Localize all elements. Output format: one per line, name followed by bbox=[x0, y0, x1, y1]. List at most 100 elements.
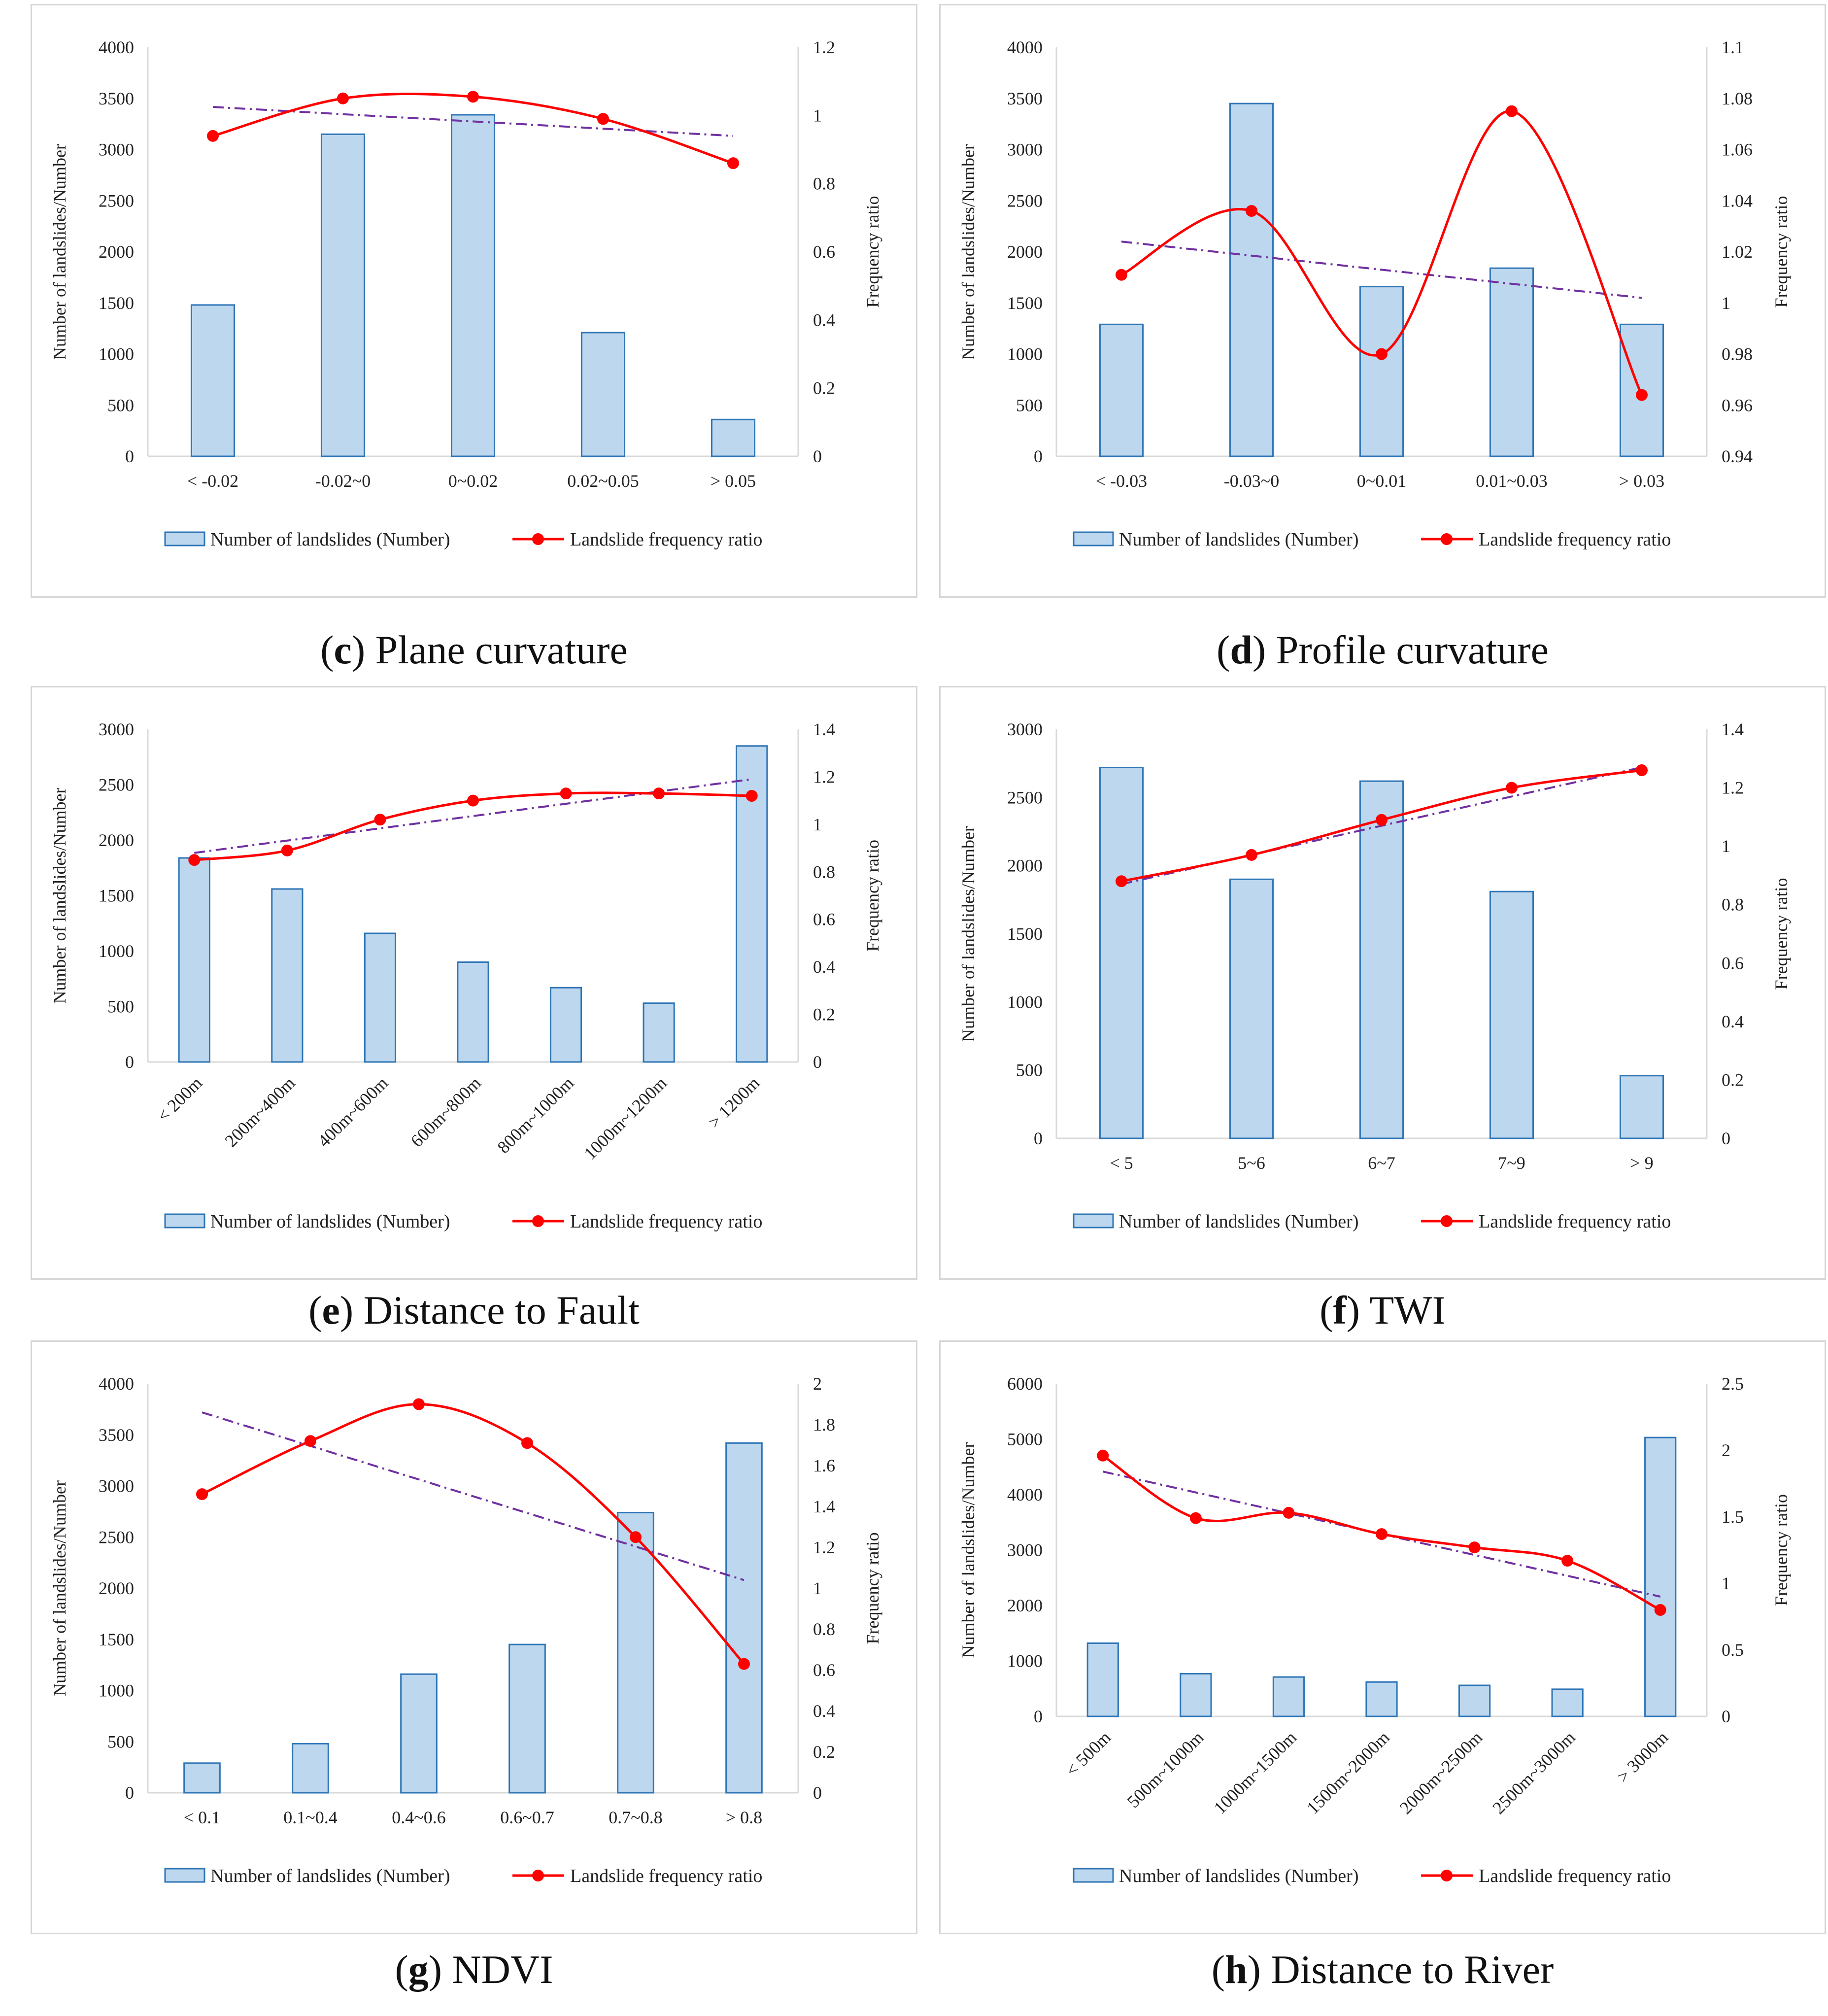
x-tick-label: 200m~400m bbox=[221, 1073, 299, 1151]
y-tick-label: 1000 bbox=[1007, 1651, 1043, 1671]
x-tick-label: 0.4~0.6 bbox=[392, 1808, 445, 1827]
bar bbox=[1551, 1688, 1584, 1717]
ratio-point bbox=[560, 787, 572, 800]
x-tick-label: 0~0.01 bbox=[1357, 471, 1406, 491]
y2-tick-label: 1.2 bbox=[813, 37, 835, 57]
y-tick-label: 4000 bbox=[1007, 1485, 1043, 1504]
y2-tick-label: 0.5 bbox=[1722, 1640, 1744, 1660]
x-tick-label: > 0.03 bbox=[1619, 471, 1664, 491]
ratio-point bbox=[738, 1658, 750, 1670]
y2-tick-label: 0.6 bbox=[813, 910, 835, 929]
chart-panel-g: 0 500 1000 1500 2000 2500 3000 3500 4000 0 0.2 0.4 0… bbox=[31, 1340, 917, 1934]
ratio-point bbox=[597, 113, 609, 125]
y-tick-label: 3000 bbox=[1007, 1540, 1043, 1560]
ratio-point bbox=[374, 814, 386, 826]
x-tick-label: < 0.1 bbox=[184, 1808, 220, 1827]
y-tick-label: 5000 bbox=[1007, 1430, 1043, 1449]
y-tick-label: 500 bbox=[1016, 395, 1043, 415]
chart-panel-e: 0 500 1000 1500 2000 2500 3000 0 0.2 0.4 0.6 0.8 1 1.… bbox=[31, 686, 917, 1280]
x-tick-label: 400m~600m bbox=[314, 1073, 392, 1151]
ratio-point bbox=[745, 790, 758, 802]
y2-tick-label: 0.8 bbox=[813, 1619, 835, 1639]
ratio-point bbox=[1468, 1541, 1481, 1554]
y2-tick-label: 0 bbox=[813, 1052, 822, 1072]
y-tick-label: 3000 bbox=[1007, 719, 1043, 739]
x-tick-label: 0.1~0.4 bbox=[283, 1808, 337, 1827]
y2-tick-label: 1.06 bbox=[1722, 140, 1753, 160]
ratio-point bbox=[1376, 1528, 1388, 1540]
ratio-point bbox=[653, 787, 665, 800]
legend-line-label: Landslide frequency ratio bbox=[570, 1211, 762, 1232]
legend-bar-label: Number of landslides (Number) bbox=[1119, 529, 1359, 550]
ratio-point bbox=[337, 92, 349, 104]
y2-tick-label: 0.8 bbox=[813, 862, 835, 882]
bar bbox=[1489, 267, 1534, 457]
x-tick-label: < 500m bbox=[1062, 1727, 1115, 1780]
bar bbox=[400, 1673, 438, 1794]
y-tick-label: 2000 bbox=[1007, 242, 1043, 262]
y2-tick-label: 1.8 bbox=[813, 1415, 835, 1435]
ratio-point bbox=[1246, 849, 1257, 861]
x-tick-label: 5~6 bbox=[1238, 1153, 1265, 1173]
caption-f: (f) TWI bbox=[1320, 1288, 1446, 1333]
y2-tick-label: 0.2 bbox=[813, 1005, 835, 1025]
y-tick-label: 6000 bbox=[1007, 1374, 1043, 1394]
y-tick-label: 0 bbox=[125, 446, 134, 466]
y2-tick-label: 1.2 bbox=[1722, 778, 1744, 798]
y2-tick-label: 0.2 bbox=[813, 378, 835, 398]
y2-tick-label: 1 bbox=[1722, 293, 1730, 313]
ratio-line bbox=[201, 1402, 745, 1665]
y-tick-label: 3000 bbox=[99, 140, 134, 160]
chart-svg-e: 0 500 1000 1500 2000 2500 3000 0 0.2 0.4 0.6 0.8 1 1.… bbox=[50, 719, 882, 1232]
caption-c: (c) Plane curvature bbox=[320, 627, 628, 672]
legend-bar-label: Number of landslides (Number) bbox=[210, 1211, 450, 1232]
y2-tick-label: 0.4 bbox=[1722, 1012, 1744, 1031]
chart-panel-c: 0 500 1000 1500 2000 2500 3000 3500 4000 0 0.2 0.4 0… bbox=[31, 4, 917, 598]
y2-tick-label: 0.96 bbox=[1722, 395, 1753, 415]
x-tick-label: > 0.8 bbox=[726, 1808, 762, 1827]
y-tick-label: 4000 bbox=[99, 37, 134, 57]
y-axis-title: Number of landslides/Number bbox=[50, 788, 69, 1004]
x-tick-label: < 200m bbox=[153, 1073, 206, 1126]
y-tick-label: 2500 bbox=[99, 191, 134, 210]
ratio-point bbox=[1506, 105, 1518, 117]
legend-bar-swatch bbox=[1073, 531, 1114, 547]
y2-tick-label: 0.2 bbox=[1722, 1070, 1744, 1090]
y2-tick-label: 0.2 bbox=[813, 1742, 835, 1762]
y-tick-label: 1000 bbox=[99, 1681, 134, 1701]
y2-tick-label: 1.5 bbox=[1722, 1507, 1744, 1527]
y2-tick-label: 1.02 bbox=[1722, 242, 1753, 262]
trend-line bbox=[1121, 240, 1642, 299]
caption-h: (h) Distance to River bbox=[1211, 1947, 1554, 1992]
legend-bar-swatch bbox=[1073, 1868, 1114, 1883]
bar bbox=[292, 1743, 329, 1794]
chart-svg-c: 0 500 1000 1500 2000 2500 3000 3500 4000 0 0.2 0.4 0… bbox=[50, 37, 882, 550]
bar bbox=[617, 1511, 654, 1794]
x-tick-label: > 3000m bbox=[1613, 1727, 1672, 1786]
y2-axis-title: Frequency ratio bbox=[1771, 1494, 1791, 1606]
x-tick-label: 1500m~2000m bbox=[1303, 1727, 1393, 1817]
caption-d: (d) Profile curvature bbox=[1217, 627, 1549, 672]
bar bbox=[1229, 878, 1274, 1139]
bar bbox=[1229, 103, 1274, 457]
chart-svg-g: 0 500 1000 1500 2000 2500 3000 3500 4000 0 0.2 0.4 0… bbox=[50, 1374, 882, 1886]
bar bbox=[457, 961, 489, 1063]
legend-line-label: Landslide frequency ratio bbox=[1479, 529, 1671, 550]
bar bbox=[178, 857, 210, 1063]
x-tick-label: 0.7~0.8 bbox=[609, 1808, 662, 1827]
x-tick-label: 0.02~0.05 bbox=[567, 471, 639, 491]
bar bbox=[1359, 286, 1404, 457]
y-tick-label: 0 bbox=[1034, 1128, 1043, 1148]
y-tick-label: 1000 bbox=[99, 941, 134, 961]
y-axis-title: Number of landslides/Number bbox=[958, 144, 978, 360]
y2-tick-label: 1 bbox=[813, 815, 822, 834]
y-tick-label: 1000 bbox=[1007, 344, 1043, 364]
y-tick-label: 2000 bbox=[99, 242, 134, 262]
ratio-point bbox=[1116, 269, 1127, 281]
ratio-point bbox=[521, 1437, 533, 1449]
ratio-line bbox=[1120, 110, 1643, 396]
ratio-point bbox=[305, 1435, 316, 1447]
x-tick-label: > 9 bbox=[1630, 1153, 1653, 1173]
y-tick-label: 1500 bbox=[1007, 924, 1043, 944]
y-tick-label: 2000 bbox=[1007, 856, 1043, 876]
